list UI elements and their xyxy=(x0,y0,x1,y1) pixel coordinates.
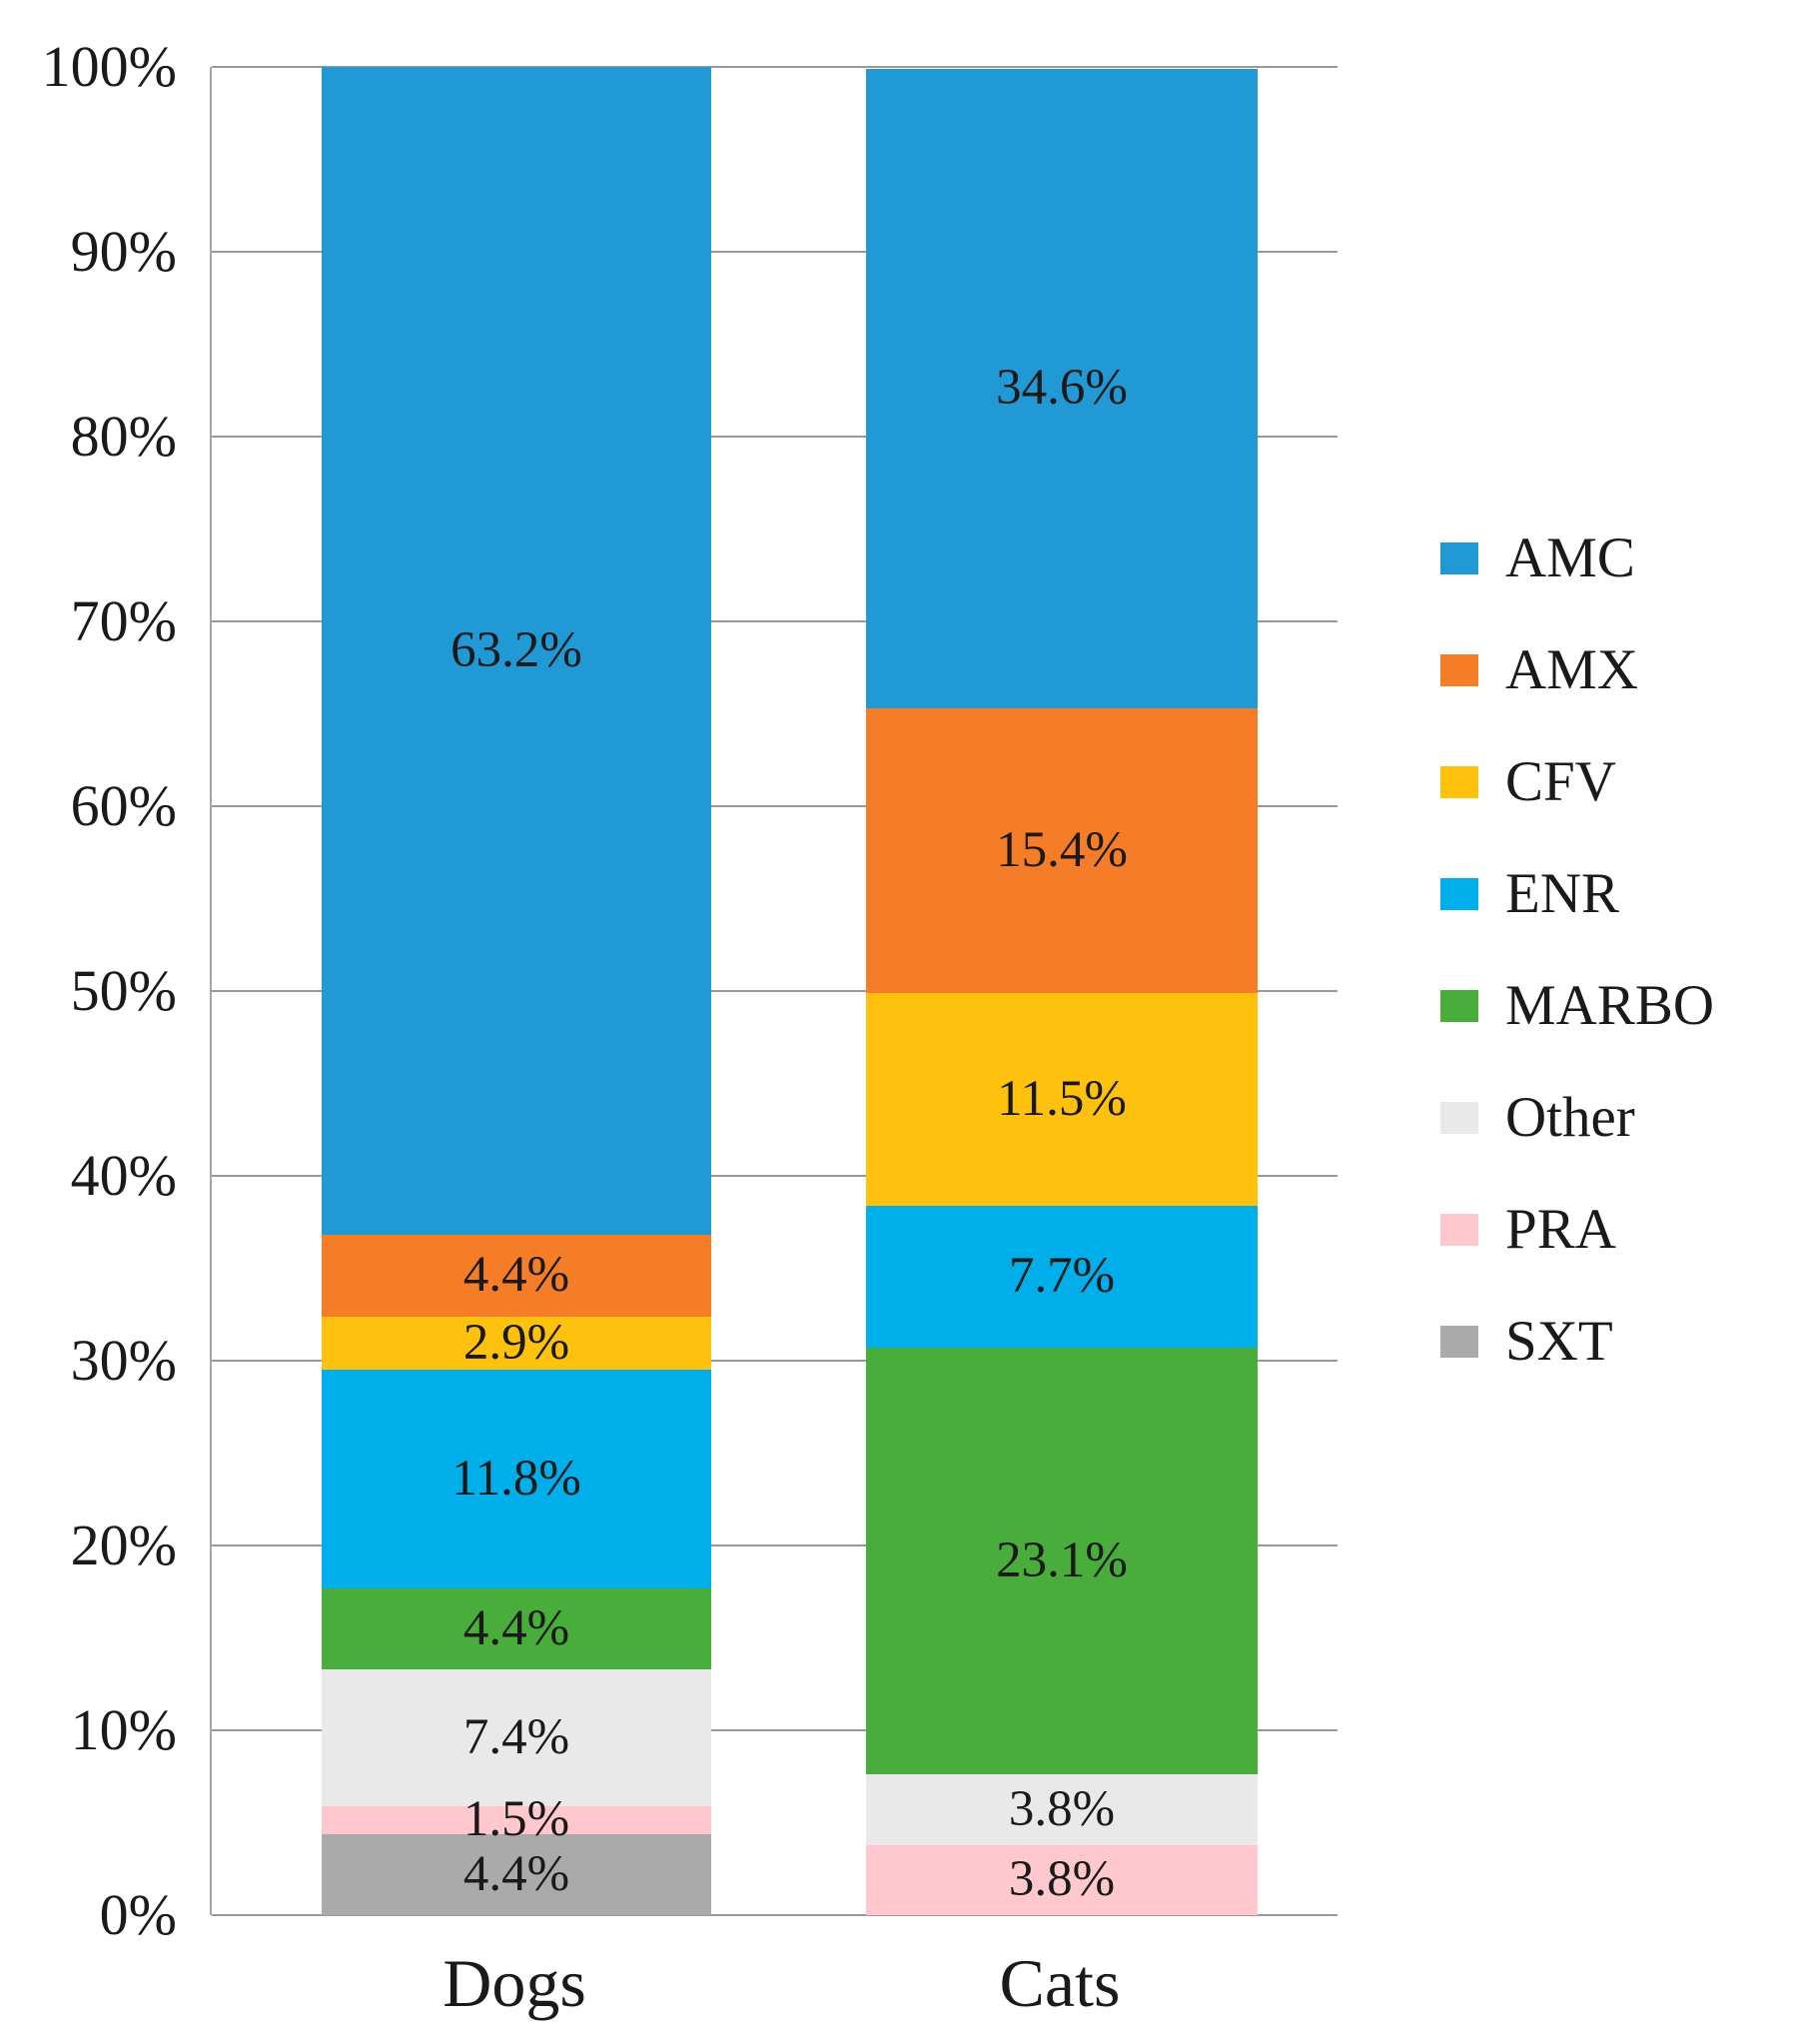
legend-item-enr: ENR xyxy=(1440,865,1714,922)
segment-value-label: 2.9% xyxy=(462,1314,570,1371)
legend-swatch-enr-icon xyxy=(1440,877,1478,910)
legend-swatch-other-icon xyxy=(1440,1101,1478,1134)
y-axis-tick-label: 50% xyxy=(70,958,177,1023)
segment-value-label: 34.6% xyxy=(996,360,1128,417)
legend-swatch-pra-icon xyxy=(1440,1213,1478,1246)
bar-cats: 3.8% 3.8% 23.1% 7.7% 11.5% 15.4% 34.6% xyxy=(866,67,1258,1915)
legend-swatch-sxt-icon xyxy=(1440,1325,1478,1358)
y-axis-tick-label: 30% xyxy=(70,1328,177,1393)
segment-value-label: 7.4% xyxy=(462,1708,570,1765)
legend-item-amc: AMC xyxy=(1440,529,1714,586)
legend-item-other: Other xyxy=(1440,1089,1714,1146)
gridline xyxy=(212,251,1338,253)
segment-value-label: 23.1% xyxy=(996,1533,1128,1589)
legend-swatch-amc-icon xyxy=(1440,541,1478,574)
y-axis-tick-label: 10% xyxy=(70,1697,177,1762)
segment-pra-cats: 3.8% xyxy=(866,1844,1258,1915)
segment-other-cats: 3.8% xyxy=(866,1774,1258,1845)
gridline xyxy=(212,436,1338,438)
segment-enr-dogs: 11.8% xyxy=(322,1370,711,1588)
category-label-dogs: Dogs xyxy=(443,1945,586,2021)
legend-label: SXT xyxy=(1505,1310,1613,1373)
legend-label: AMX xyxy=(1505,638,1639,701)
legend: AMC AMX CFV ENR MARBO Other PRA SXT xyxy=(1440,529,1714,1370)
gridline xyxy=(212,1360,1338,1362)
segment-pra-dogs: 1.5% xyxy=(322,1794,711,1845)
legend-label: ENR xyxy=(1505,862,1619,925)
gridline xyxy=(212,805,1338,807)
legend-swatch-marbo-icon xyxy=(1440,989,1478,1022)
segment-value-label: 11.5% xyxy=(997,1070,1127,1127)
legend-label: AMC xyxy=(1505,526,1635,589)
segment-value-label: 1.5% xyxy=(462,1791,570,1848)
legend-swatch-cfv-icon xyxy=(1440,765,1478,798)
y-axis-tick-label: 70% xyxy=(70,588,177,653)
segment-sxt-dogs: 4.4% xyxy=(322,1833,711,1915)
segment-value-label: 3.8% xyxy=(1008,1851,1116,1908)
segment-cfv-cats: 11.5% xyxy=(866,992,1258,1206)
legend-label: PRA xyxy=(1505,1198,1616,1261)
gridline xyxy=(212,990,1338,992)
gridline xyxy=(212,66,1338,68)
legend-swatch-amx-icon xyxy=(1440,653,1478,686)
segment-cfv-dogs: 2.9% xyxy=(322,1314,711,1371)
segment-marbo-cats: 23.1% xyxy=(866,1348,1258,1775)
y-axis-tick-label: 60% xyxy=(70,773,177,838)
segment-other-dogs: 7.4% xyxy=(322,1668,711,1806)
legend-item-pra: PRA xyxy=(1440,1201,1714,1258)
legend-item-sxt: SXT xyxy=(1440,1313,1714,1370)
y-axis-tick-label: 100% xyxy=(41,34,177,99)
segment-value-label: 7.7% xyxy=(1008,1248,1116,1305)
y-axis-tick-label: 20% xyxy=(70,1513,177,1577)
legend-label: Other xyxy=(1505,1086,1635,1149)
segment-value-label: 4.4% xyxy=(462,1247,570,1304)
segment-value-label: 4.4% xyxy=(462,1599,570,1656)
category-label-cats: Cats xyxy=(999,1945,1121,2021)
y-axis-tick-label: 80% xyxy=(70,404,177,469)
legend-label: MARBO xyxy=(1505,974,1715,1037)
segment-amx-dogs: 4.4% xyxy=(322,1235,711,1317)
plot-area: 4.4% 1.5% 7.4% 4.4% 11.8% 2.9% 4.4% 63.2% 3.8% 3.… xyxy=(210,66,1338,1916)
segment-value-label: 3.8% xyxy=(1008,1781,1116,1838)
segment-value-label: 63.2% xyxy=(450,622,582,679)
gridline xyxy=(212,1544,1338,1546)
gridline xyxy=(212,1729,1338,1731)
segment-amx-cats: 15.4% xyxy=(866,707,1258,993)
segment-marbo-dogs: 4.4% xyxy=(322,1587,711,1669)
gridline xyxy=(212,1175,1338,1177)
y-axis-tick-label: 40% xyxy=(70,1143,177,1208)
legend-item-marbo: MARBO xyxy=(1440,977,1714,1034)
y-axis-tick-label: 0% xyxy=(99,1882,177,1947)
segment-value-label: 11.8% xyxy=(451,1450,581,1507)
segment-value-label: 4.4% xyxy=(462,1845,570,1902)
legend-label: CFV xyxy=(1505,750,1616,813)
gridline xyxy=(212,1914,1338,1916)
legend-item-cfv: CFV xyxy=(1440,753,1714,810)
segment-amc-cats: 34.6% xyxy=(866,68,1258,708)
segment-enr-cats: 7.7% xyxy=(866,1205,1258,1349)
bar-dogs: 4.4% 1.5% 7.4% 4.4% 11.8% 2.9% 4.4% 63.2% xyxy=(322,67,711,1915)
legend-item-amx: AMX xyxy=(1440,641,1714,698)
segment-amc-dogs: 63.2% xyxy=(322,67,711,1236)
gridline xyxy=(212,620,1338,622)
y-axis-tick-label: 90% xyxy=(70,219,177,284)
segment-value-label: 15.4% xyxy=(996,821,1128,878)
